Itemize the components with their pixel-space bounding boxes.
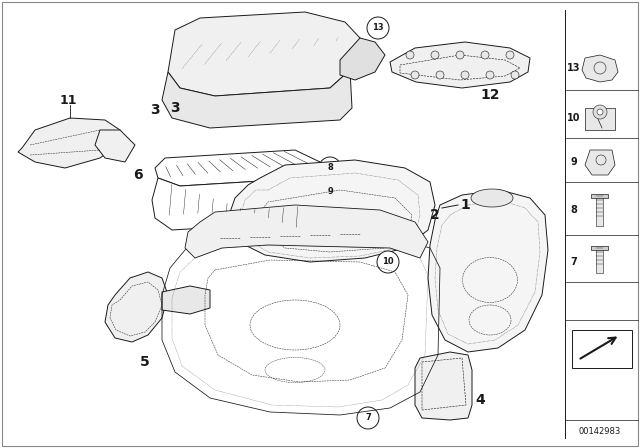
Polygon shape [155,150,320,186]
Polygon shape [390,42,530,88]
Ellipse shape [471,189,513,207]
Circle shape [506,51,514,59]
Circle shape [319,157,341,179]
Bar [596,196,603,226]
Text: 3: 3 [170,101,180,115]
Text: 10: 10 [567,113,580,123]
Text: 12: 12 [480,88,500,102]
Polygon shape [228,160,435,262]
Text: 4: 4 [475,393,485,407]
Text: 7: 7 [365,414,371,422]
Polygon shape [428,190,548,352]
Circle shape [377,251,399,273]
Circle shape [411,71,419,79]
Polygon shape [340,38,385,80]
Circle shape [511,71,519,79]
Text: 00142983: 00142983 [579,427,621,436]
Polygon shape [168,12,360,96]
Polygon shape [591,246,608,250]
Circle shape [436,71,444,79]
Text: 11: 11 [60,94,77,107]
Polygon shape [185,205,428,258]
Text: 8: 8 [571,205,577,215]
Text: 10: 10 [382,258,394,267]
Circle shape [481,51,489,59]
Text: 1: 1 [460,198,470,212]
Polygon shape [585,150,615,175]
Text: 5: 5 [140,355,150,369]
Circle shape [319,181,341,203]
Polygon shape [415,352,472,420]
Polygon shape [162,70,352,128]
Polygon shape [18,118,120,168]
Polygon shape [591,194,608,198]
Bar [596,248,603,273]
Polygon shape [95,130,135,162]
Polygon shape [152,178,312,230]
Circle shape [593,105,607,119]
Text: 2: 2 [430,208,440,222]
Bar [572,330,632,368]
Circle shape [456,51,464,59]
Text: 8: 8 [327,164,333,172]
Circle shape [486,71,494,79]
Text: 9: 9 [571,157,577,167]
Text: 13: 13 [567,63,580,73]
Text: 13: 13 [372,23,384,33]
Polygon shape [162,286,210,314]
Polygon shape [105,272,168,342]
Text: 3: 3 [150,103,160,117]
Polygon shape [585,108,615,130]
Polygon shape [308,162,322,208]
Text: 7: 7 [571,257,577,267]
Polygon shape [582,55,618,82]
Circle shape [597,109,603,115]
Text: 6: 6 [133,168,143,182]
Circle shape [367,17,389,39]
Text: 9: 9 [327,188,333,197]
Circle shape [357,407,379,429]
Circle shape [431,51,439,59]
Circle shape [406,51,414,59]
Circle shape [461,71,469,79]
